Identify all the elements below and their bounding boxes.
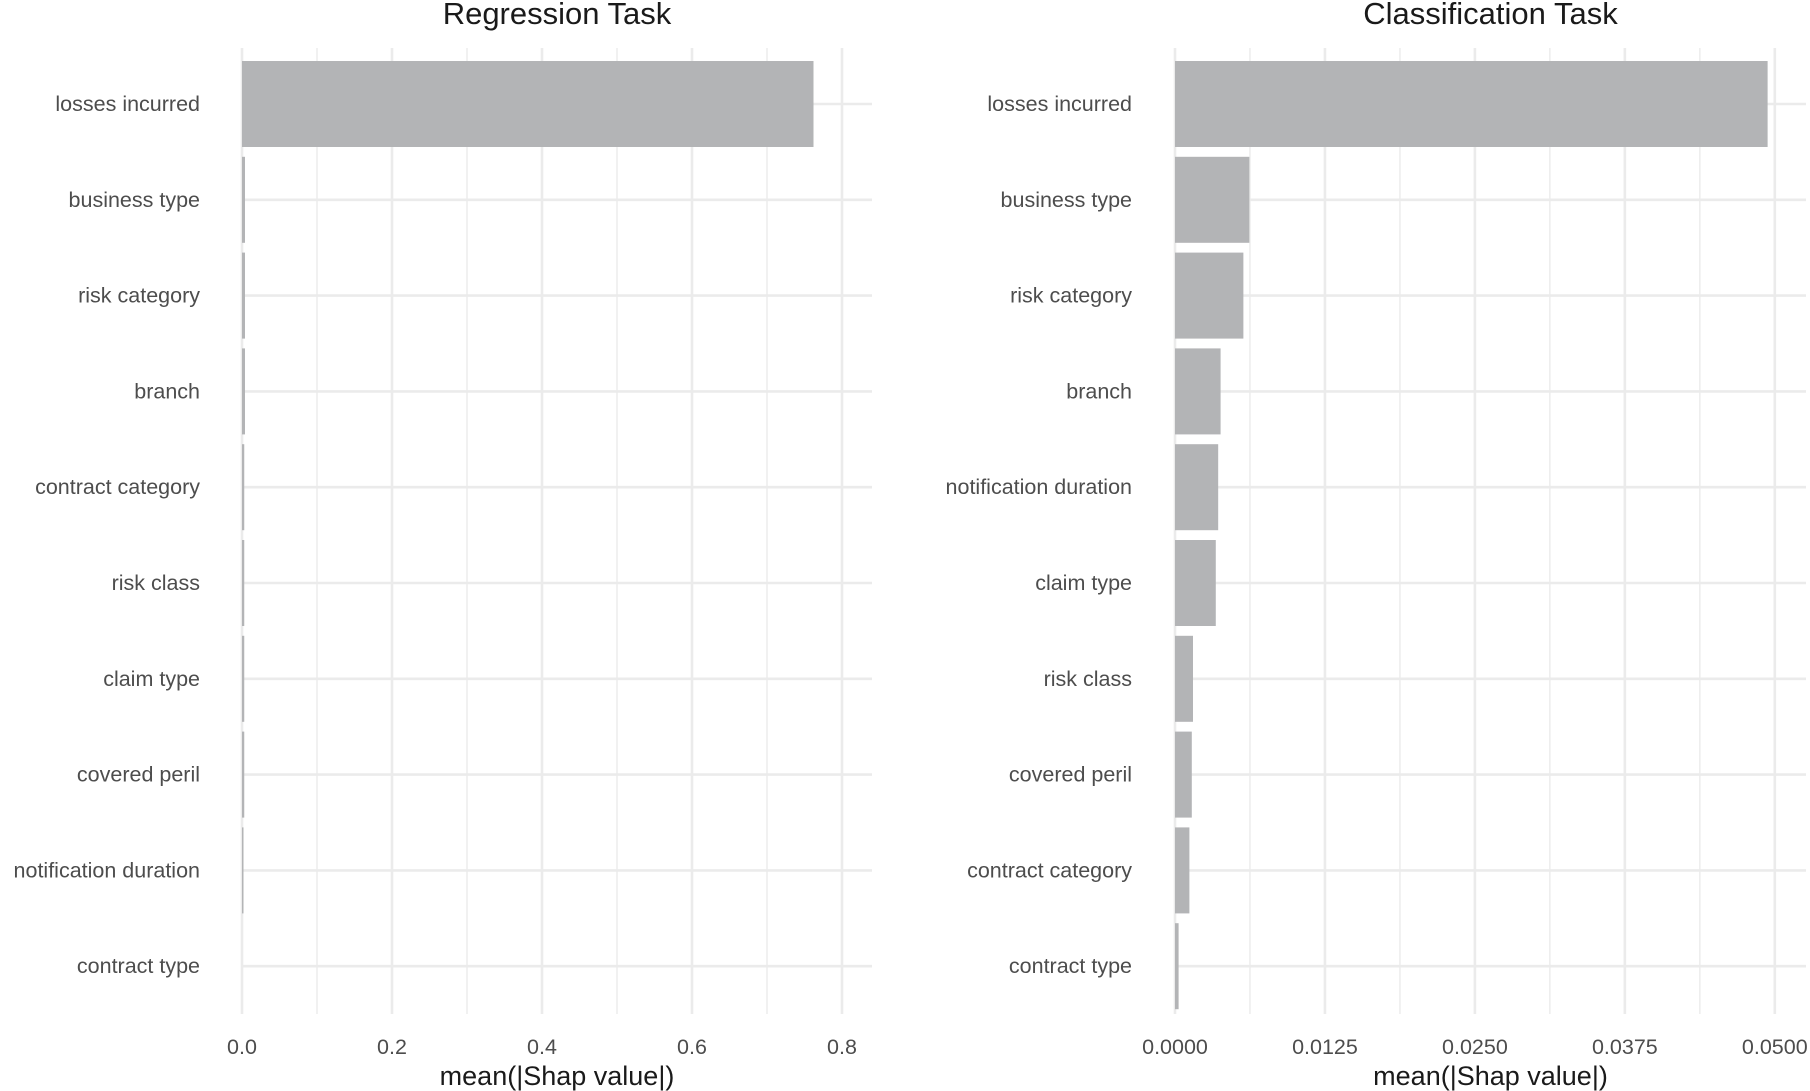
- category-label: covered peril: [77, 763, 200, 787]
- bar-claim-type: [1175, 540, 1216, 626]
- category-label: claim type: [103, 667, 200, 691]
- category-label: risk category: [1010, 284, 1132, 308]
- bar-business-type: [242, 156, 245, 243]
- bar-covered-peril: [1175, 731, 1192, 818]
- category-label: notification duration: [14, 858, 200, 882]
- category-label: notification duration: [946, 475, 1132, 499]
- x-tick-label: 0.2: [377, 1035, 407, 1059]
- bar-losses-incurred: [1175, 61, 1768, 147]
- bar-risk-class: [242, 540, 245, 626]
- category-label: branch: [1066, 379, 1132, 403]
- category-label: contract type: [77, 954, 200, 978]
- panel-title: Classification Task: [1363, 0, 1618, 31]
- x-axis-title: mean(|Shap value|): [440, 1061, 675, 1091]
- category-label: risk class: [1044, 667, 1132, 691]
- bar-notification-duration: [1175, 444, 1219, 531]
- category-label: branch: [134, 379, 200, 403]
- bar-contract-type: [1175, 923, 1179, 1010]
- category-label: contract type: [1009, 954, 1132, 978]
- x-axis-title: mean(|Shap value|): [1373, 1061, 1608, 1091]
- bar-contract-category: [242, 444, 245, 531]
- x-tick-label: 0.0500: [1742, 1035, 1808, 1059]
- category-label: claim type: [1035, 571, 1132, 595]
- regression-panel: losses incurred business type risk categor…: [14, 0, 872, 1091]
- x-tick-label: 0.0125: [1292, 1035, 1358, 1059]
- classification-panel: losses incurred business type risk categor…: [946, 0, 1808, 1091]
- bar-notification-duration: [242, 827, 244, 914]
- x-tick-label: 0.0: [227, 1035, 257, 1059]
- bar-branch: [1175, 348, 1221, 435]
- bar-risk-category: [1175, 252, 1244, 339]
- bar-claim-type: [242, 635, 245, 722]
- x-tick-label: 0.0375: [1592, 1035, 1658, 1059]
- category-label: covered peril: [1009, 763, 1132, 787]
- x-tick-label: 0.0250: [1442, 1035, 1508, 1059]
- bar-contract-category: [1175, 827, 1190, 914]
- category-label: risk category: [78, 284, 200, 308]
- category-label: business type: [69, 188, 200, 212]
- category-label: losses incurred: [987, 92, 1132, 116]
- category-label: contract category: [35, 475, 200, 499]
- category-label: contract category: [967, 858, 1132, 882]
- x-tick-label: 0.8: [827, 1035, 857, 1059]
- x-tick-label: 0.0000: [1142, 1035, 1208, 1059]
- bar-covered-peril: [242, 731, 245, 818]
- bar-business-type: [1175, 156, 1250, 243]
- category-label: losses incurred: [55, 92, 200, 116]
- x-tick-label: 0.4: [527, 1035, 557, 1059]
- bar-losses-incurred: [242, 61, 814, 147]
- bar-risk-class: [1175, 635, 1193, 722]
- x-tick-label: 0.6: [677, 1035, 707, 1059]
- category-label: risk class: [112, 571, 200, 595]
- bar-branch: [242, 348, 245, 435]
- bar-risk-category: [242, 252, 245, 339]
- panel-title: Regression Task: [443, 0, 672, 31]
- category-label: business type: [1001, 188, 1132, 212]
